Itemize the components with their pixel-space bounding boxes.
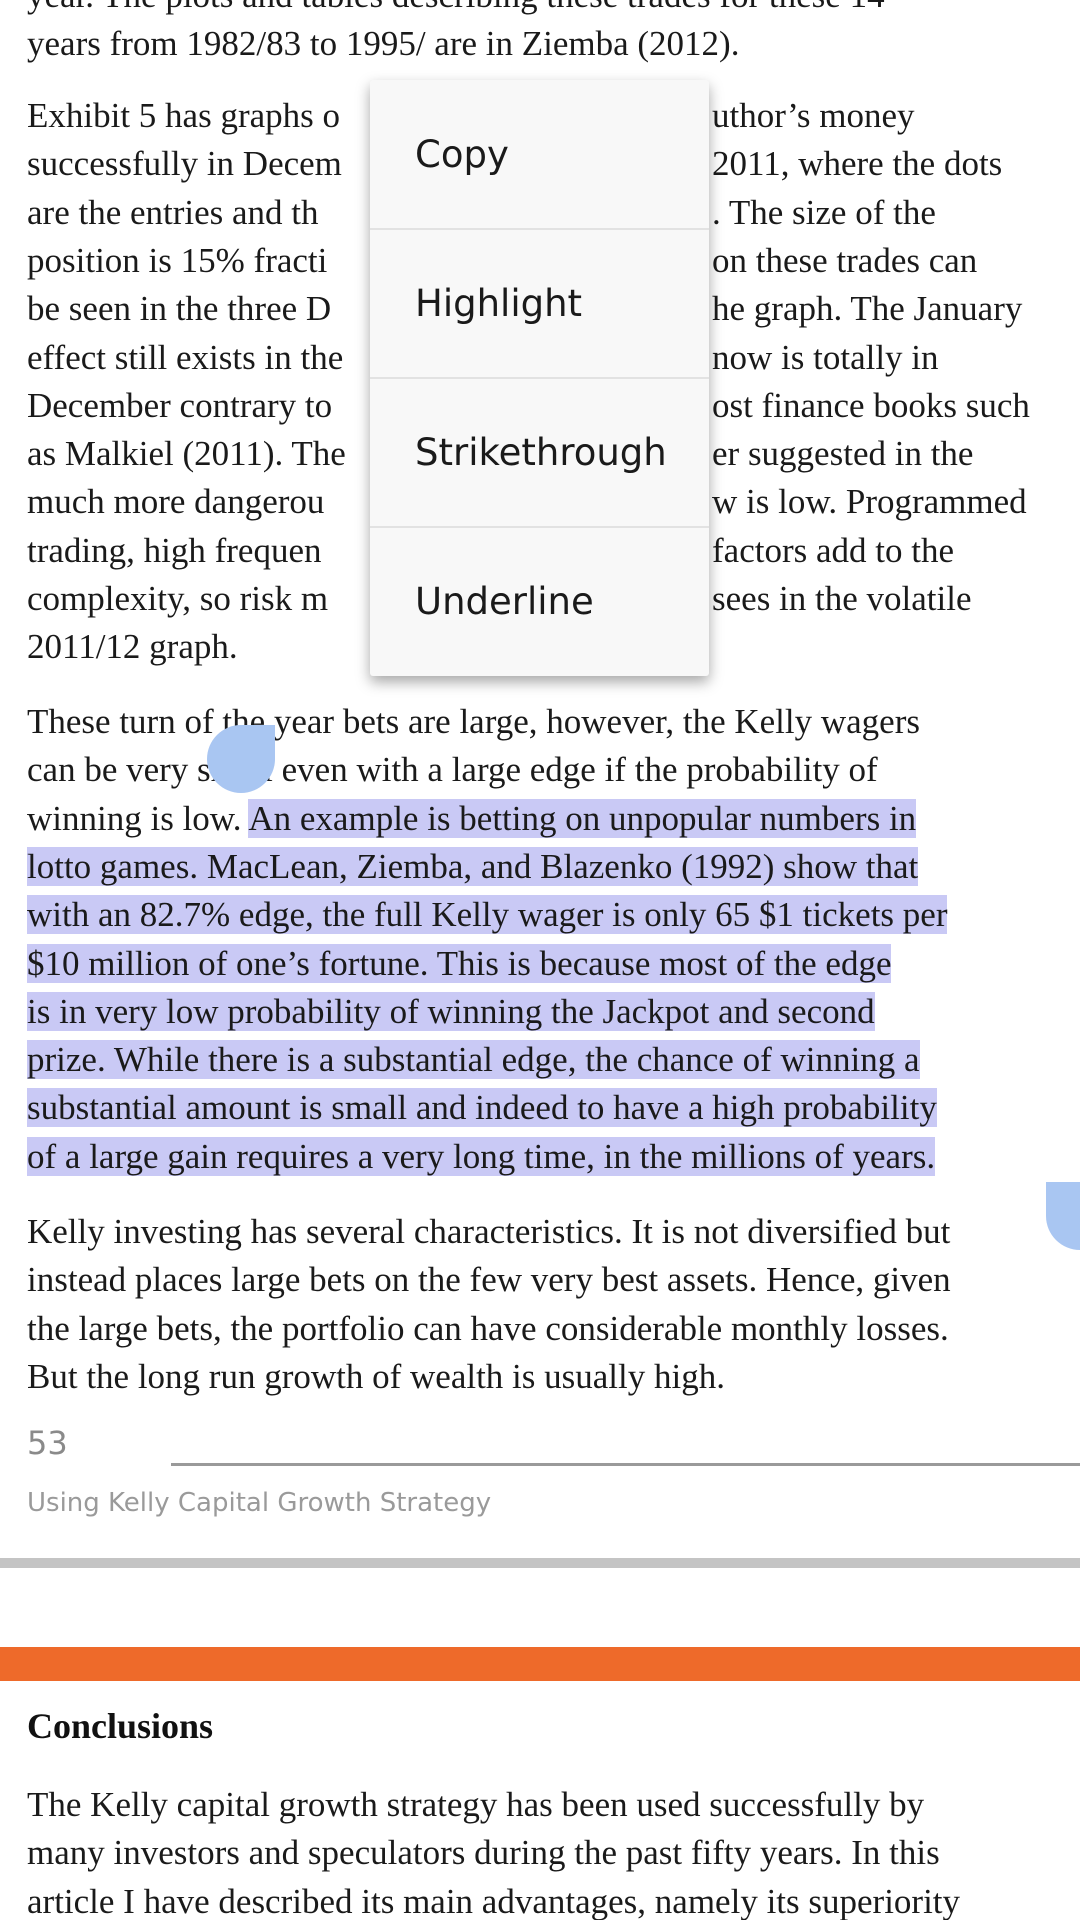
menu-divider	[370, 228, 709, 230]
text-line: as Malkiel (2011). The	[27, 434, 346, 474]
selected-text: is in very low probability of winning th…	[27, 991, 875, 1031]
text-line: Kelly investing has several characterist…	[27, 1212, 951, 1251]
text-line: on these trades can	[712, 240, 978, 280]
page-separator	[0, 1558, 1080, 1568]
section-heading: Conclusions	[27, 1706, 214, 1746]
text-line: instead places large bets on the few ver…	[27, 1260, 951, 1300]
text-line: Exhibit 5 has graphs o	[27, 96, 341, 135]
selected-text: substantial amount is small and indeed t…	[27, 1088, 937, 1128]
text-line: complexity, so risk m	[27, 579, 329, 618]
menu-item[interactable]: Copy	[415, 133, 509, 176]
text-line: he graph. The January	[712, 289, 1023, 329]
text-line: 2011, where the dots	[712, 144, 1003, 184]
text-line: 2011/12 graph.	[27, 627, 238, 667]
text-line: year. The plots and tables describing th…	[27, 0, 885, 20]
text-line: December contrary to	[27, 385, 333, 425]
text-line: many investors and speculators during th…	[27, 1833, 940, 1873]
text-line: sees in the volatile	[712, 579, 972, 618]
text-line: trading, high frequen	[27, 530, 322, 570]
selected-text: prize. While there is a substantial edge…	[27, 1040, 920, 1080]
text-line: position is 15% fracti	[27, 240, 328, 280]
menu-divider	[370, 526, 709, 528]
text-line: prize. While there is a substantial edge…	[27, 1036, 920, 1084]
text-line: successfully in Decem	[27, 144, 342, 184]
selected-text: lotto games. MacLean, Ziemba, and Blazen…	[27, 846, 919, 886]
text-line: er suggested in the	[712, 434, 974, 474]
text-line: winning is low. An example is betting on…	[27, 798, 917, 838]
menu-divider	[370, 377, 709, 379]
menu-item[interactable]: Highlight	[415, 282, 583, 325]
selected-text: $10 million of one’s fortune. This is be…	[27, 943, 892, 983]
text-line: now is totally in	[712, 337, 939, 377]
footer-rule	[171, 1463, 1080, 1466]
menu-item[interactable]: Underline	[415, 580, 594, 623]
text-line: can be very small even with a large edge…	[27, 750, 878, 790]
text-line: with an 82.7% edge, the full Kelly wager…	[27, 891, 948, 939]
text-line: effect still exists in the	[27, 337, 344, 377]
text-line: is in very low probability of winning th…	[27, 988, 875, 1036]
text-line: of a large gain requires a very long tim…	[27, 1133, 936, 1181]
text-line: years from 1982/83 to 1995/ are in Ziemb…	[27, 24, 740, 64]
text-line: factors add to the	[712, 530, 954, 570]
text-line: substantial amount is small and indeed t…	[27, 1084, 937, 1132]
text-line: . The size of the	[712, 192, 936, 232]
text-line: much more dangerou	[27, 482, 325, 522]
selected-text: with an 82.7% edge, the full Kelly wager…	[27, 895, 948, 935]
selected-text: of a large gain requires a very long tim…	[27, 1136, 936, 1176]
text-line: article I have described its main advant…	[27, 1881, 961, 1920]
page-number: 53	[27, 1424, 68, 1462]
text-line: be seen in the three D	[27, 289, 332, 329]
selection-handle-end[interactable]	[1046, 1182, 1080, 1250]
text-line: w is low. Programmed	[712, 482, 1027, 522]
menu-item[interactable]: Strikethrough	[415, 431, 667, 474]
text-line: lotto games. MacLean, Ziemba, and Blazen…	[27, 843, 919, 891]
text-line: the large bets, the portfolio can have c…	[27, 1308, 949, 1348]
text-line: are the entries and th	[27, 192, 319, 232]
running-title: Using Kelly Capital Growth Strategy	[27, 1488, 492, 1518]
selected-text: An example is betting on unpopular numbe…	[248, 798, 917, 838]
text-line: $10 million of one’s fortune. This is be…	[27, 940, 892, 988]
selection-handle-start[interactable]	[207, 725, 275, 793]
text-line: uthor’s money	[712, 96, 915, 135]
context-menu: Copy Highlight Strikethrough Underline	[370, 80, 709, 676]
section-bar	[0, 1647, 1080, 1681]
text-line: ost finance books such	[712, 385, 1030, 425]
text-line: These turn of the year bets are large, h…	[27, 702, 920, 741]
text-line: The Kelly capital growth strategy has be…	[27, 1785, 925, 1824]
text-line: But the long run growth of wealth is usu…	[27, 1356, 725, 1396]
